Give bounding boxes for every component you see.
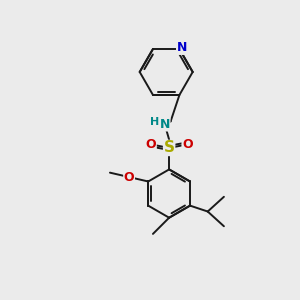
Text: S: S <box>164 140 175 155</box>
Text: N: N <box>177 41 187 54</box>
Text: O: O <box>146 138 156 151</box>
Text: N: N <box>160 118 170 131</box>
Text: H: H <box>150 117 159 127</box>
Text: O: O <box>124 171 134 184</box>
Text: O: O <box>182 138 193 151</box>
